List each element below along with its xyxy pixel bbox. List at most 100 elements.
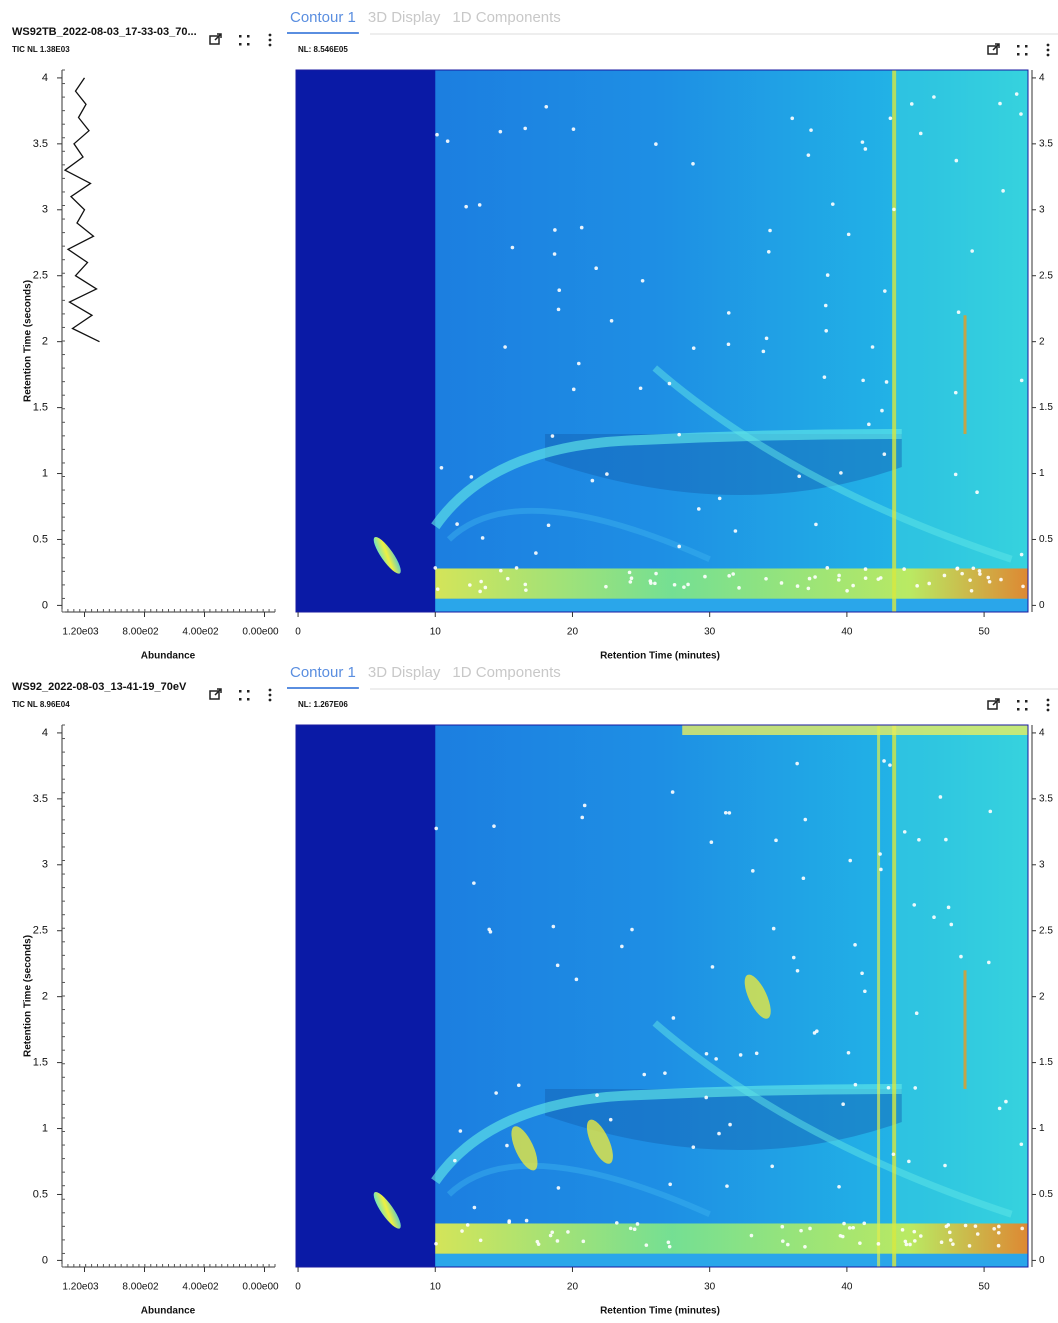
peak-dot: [851, 583, 855, 588]
export-button[interactable]: [209, 688, 222, 700]
peak-dot: [986, 575, 991, 580]
peak-dot: [582, 803, 587, 808]
expand-button[interactable]: [1017, 45, 1028, 56]
peak-dot: [717, 496, 722, 501]
peak-dot: [710, 965, 715, 969]
icon-shape: [1046, 53, 1050, 57]
x-tick-label: 4.00e02: [182, 1282, 219, 1293]
icon-shape: [1025, 53, 1028, 56]
y-tick-label: 2.5: [1039, 925, 1053, 936]
tab[interactable]: 3D Display: [368, 664, 441, 681]
peak-dot: [801, 876, 806, 881]
streak: [963, 970, 967, 1089]
peak-dot: [863, 989, 867, 994]
peak-dot: [632, 1227, 637, 1232]
tab[interactable]: Contour 1: [290, 664, 356, 681]
peak-dot: [590, 478, 595, 483]
peak-dot: [955, 566, 960, 571]
peak-dot: [571, 387, 576, 392]
peak-dot: [477, 203, 482, 207]
icon-shape: [1046, 708, 1050, 712]
dark-zone: [545, 1088, 902, 1151]
peak-dot: [825, 273, 830, 277]
peak-dot: [977, 569, 982, 573]
export-button[interactable]: [209, 33, 222, 45]
peak-dot: [948, 1238, 953, 1242]
peak-dot: [888, 116, 893, 121]
peak-dot: [510, 245, 515, 250]
arc: [431, 1083, 902, 1185]
y-tick-label: 3.5: [1039, 138, 1053, 149]
peak-dot: [754, 1051, 759, 1056]
y-tick-label: 1.5: [33, 1057, 48, 1069]
tab[interactable]: 1D Components: [452, 664, 560, 681]
peak-dot: [904, 1242, 909, 1247]
peak-dot: [797, 474, 801, 479]
tab[interactable]: 1D Components: [452, 9, 560, 26]
x-axis-title: Retention Time (minutes): [600, 1306, 720, 1317]
more-button[interactable]: [268, 33, 272, 47]
peak-dot: [947, 1230, 952, 1235]
y-tick-label: 0.5: [1039, 1189, 1053, 1200]
peak-dot: [638, 386, 643, 391]
y-tick-label: 0.5: [33, 1188, 48, 1200]
peak-dot: [878, 852, 882, 856]
x-tick-label: 8.00e02: [122, 627, 159, 638]
peak-dot: [654, 571, 658, 576]
peak-dot: [791, 955, 796, 960]
tab[interactable]: Contour 1: [290, 9, 356, 26]
more-button[interactable]: [1046, 43, 1050, 57]
more-button[interactable]: [268, 688, 272, 702]
peak-dot: [677, 432, 681, 437]
peak-dot: [837, 573, 841, 578]
plot-frame: [295, 69, 1029, 613]
peak-dot: [667, 381, 672, 386]
icon-shape: [1046, 48, 1050, 52]
peak-dot: [959, 954, 963, 959]
peak-dot: [913, 1239, 917, 1243]
peak-dot: [786, 1242, 790, 1247]
peak-dot: [663, 1071, 667, 1075]
x-tick-label: 30: [704, 627, 716, 638]
dark-zone: [545, 433, 902, 496]
expand-button[interactable]: [239, 690, 250, 701]
peak-dot: [727, 574, 731, 578]
icon-shape: [1017, 708, 1020, 711]
x-tick-label: 10: [430, 627, 442, 638]
peak-dot: [468, 583, 472, 587]
plot-frame: [295, 724, 1029, 1268]
peak-dot: [761, 349, 766, 354]
peak-dot: [927, 581, 931, 586]
peak-dot: [813, 575, 817, 579]
export-button[interactable]: [987, 43, 1000, 55]
expand-button[interactable]: [1017, 700, 1028, 711]
peak-dot: [882, 452, 887, 456]
x-tick-label: 50: [979, 627, 991, 638]
peak-dot: [903, 1239, 908, 1244]
export-button[interactable]: [987, 698, 1000, 710]
icon-shape: [1017, 45, 1020, 48]
y-tick-label: 0: [1039, 1255, 1045, 1266]
expand-button[interactable]: [239, 35, 250, 46]
peak-dot: [953, 472, 958, 477]
peak-dot: [768, 228, 772, 233]
peak-dot: [824, 328, 829, 333]
peak-dot: [996, 1243, 1001, 1248]
peak-dot: [907, 1159, 911, 1164]
peak-dot: [703, 574, 707, 579]
tab[interactable]: 3D Display: [368, 9, 441, 26]
peak-dot: [956, 310, 961, 315]
icon-shape: [247, 698, 250, 701]
peak-dot: [863, 576, 868, 580]
peak-dot: [822, 375, 827, 379]
peak-dot: [445, 139, 450, 143]
peak-dot: [780, 1224, 785, 1229]
peak-dot: [677, 544, 682, 549]
icon-shape: [214, 33, 222, 41]
peak-dot: [696, 507, 701, 511]
peak-dot: [997, 1106, 1002, 1111]
peak-dot: [863, 567, 868, 571]
x-tick-label: 20: [567, 1282, 579, 1293]
more-button[interactable]: [1046, 698, 1050, 712]
peak-dot: [1001, 189, 1005, 193]
